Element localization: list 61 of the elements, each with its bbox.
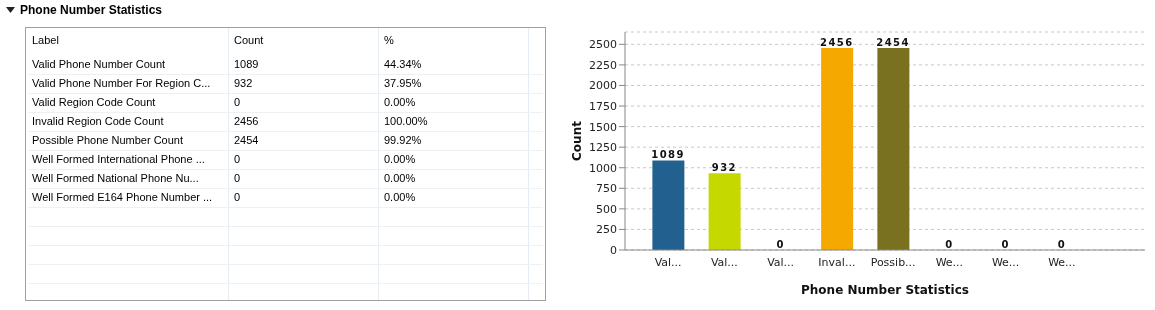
x-tick-label: We... bbox=[991, 255, 1020, 269]
text: 0 bbox=[234, 191, 242, 203]
text: 0.00% bbox=[384, 191, 417, 203]
text: % bbox=[384, 34, 394, 46]
text: 1089 bbox=[234, 58, 260, 70]
x-tick-label: Val... bbox=[654, 255, 682, 269]
text: 0 bbox=[234, 172, 242, 184]
text: 100.00% bbox=[384, 115, 429, 127]
data-label: 1089 bbox=[651, 149, 686, 161]
bar bbox=[652, 160, 685, 250]
text: 44.34% bbox=[384, 58, 423, 70]
x-tick-label: We... bbox=[1048, 255, 1076, 269]
text: 0 bbox=[234, 153, 242, 165]
y-tick-label: 500 bbox=[596, 202, 617, 216]
text: Well Formed National Phone Nu... bbox=[32, 172, 200, 184]
text: Label bbox=[32, 34, 59, 46]
x-tick-label: Possib... bbox=[870, 255, 916, 269]
text: 0 bbox=[234, 96, 242, 108]
data-label: 0 bbox=[1001, 239, 1010, 250]
text: Valid Region Code Count bbox=[32, 96, 157, 108]
text: 2454 bbox=[234, 134, 260, 146]
y-tick-label: 250 bbox=[596, 223, 617, 237]
y-tick-label: 2250 bbox=[589, 58, 617, 72]
text: Invalid Region Code Count bbox=[32, 115, 165, 127]
bar bbox=[708, 173, 741, 250]
text: Count bbox=[234, 34, 264, 46]
data-label: 0 bbox=[945, 239, 954, 250]
x-tick-label: Inval... bbox=[818, 255, 856, 269]
text: Valid Phone Number Count bbox=[32, 58, 167, 70]
x-tick-label: Val... bbox=[710, 255, 738, 269]
data-label: 2454 bbox=[876, 37, 911, 49]
y-tick-label: 1500 bbox=[589, 120, 617, 134]
text: 37.95% bbox=[384, 77, 423, 89]
text: Valid Phone Number For Region C... bbox=[32, 77, 212, 89]
text: Phone Number Statistics bbox=[20, 3, 163, 17]
text: 0.00% bbox=[384, 96, 417, 108]
text: Possible Phone Number Count bbox=[32, 134, 185, 146]
x-tick-label: Val... bbox=[767, 255, 795, 269]
data-label: 0 bbox=[1057, 239, 1067, 250]
y-tick-label: 1750 bbox=[589, 99, 617, 113]
text: 2456 bbox=[234, 115, 260, 127]
data-label: 0 bbox=[776, 239, 785, 250]
text: 932 bbox=[234, 77, 254, 89]
data-label: 932 bbox=[711, 162, 738, 174]
bar bbox=[877, 48, 910, 250]
y-tick-label: 2000 bbox=[589, 79, 617, 93]
bar bbox=[821, 47, 854, 250]
text: 0.00% bbox=[384, 172, 417, 184]
text: 99.92% bbox=[384, 134, 423, 146]
y-tick-label: 0 bbox=[610, 243, 617, 257]
text: 0.00% bbox=[384, 153, 417, 165]
x-axis-title: Phone Number Statistics bbox=[801, 283, 969, 297]
text: Well Formed International Phone ... bbox=[32, 153, 206, 165]
data-label: 2456 bbox=[819, 36, 854, 48]
x-tick-label: We... bbox=[935, 255, 964, 269]
y-axis-title: Count bbox=[570, 120, 585, 161]
text: Well Formed E164 Phone Number ... bbox=[32, 191, 214, 203]
y-tick-label: 2500 bbox=[589, 38, 617, 52]
y-tick-label: 1250 bbox=[589, 141, 617, 155]
y-tick-label: 1000 bbox=[589, 161, 617, 175]
y-tick-label: 750 bbox=[596, 182, 617, 196]
